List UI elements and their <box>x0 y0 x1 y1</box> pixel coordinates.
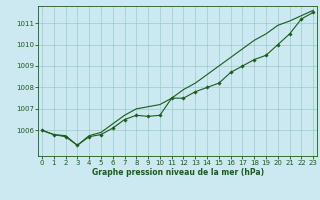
X-axis label: Graphe pression niveau de la mer (hPa): Graphe pression niveau de la mer (hPa) <box>92 168 264 177</box>
